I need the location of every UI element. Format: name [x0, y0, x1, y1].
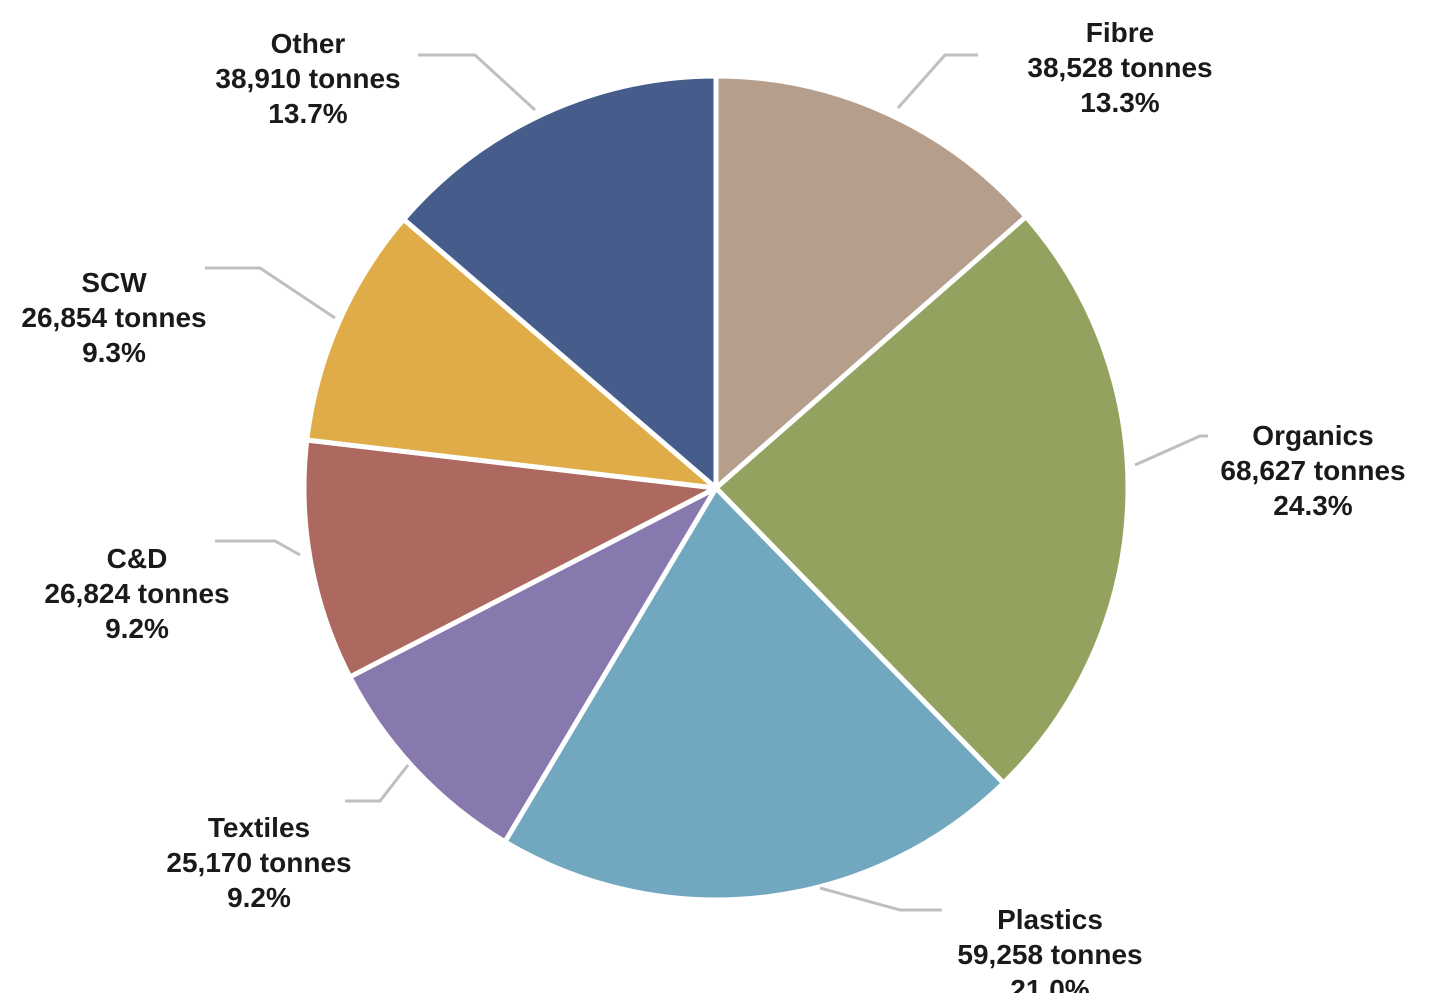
pie-slice-c-d	[301, 437, 719, 680]
slice-label-fibre-tonnes: 38,528 tonnes	[1027, 52, 1212, 83]
leader-lines	[205, 53, 1208, 912]
leader-line-c-d	[215, 539, 301, 557]
leader-line-other	[418, 53, 537, 112]
pie-slice-textiles	[347, 485, 719, 845]
slice-label-c-d-percent: 9.2%	[105, 613, 169, 644]
slice-label-textiles-name: Textiles	[208, 812, 310, 843]
slice-label-fibre-name: Fibre	[1086, 17, 1154, 48]
pie-slice-plastics	[502, 485, 1006, 903]
slice-label-c-d-name: C&D	[107, 543, 168, 574]
slice-label-plastics-tonnes: 59,258 tonnes	[957, 939, 1142, 970]
slice-label-organics-name: Organics	[1252, 420, 1373, 451]
pie-slices	[301, 73, 1131, 903]
slice-label-c-d-tonnes: 26,824 tonnes	[44, 578, 229, 609]
slice-label-fibre-percent: 13.3%	[1080, 87, 1159, 118]
pie-slice-other	[401, 73, 719, 491]
slice-label-plastics-name: Plastics	[997, 904, 1103, 935]
pie-slice-scw	[304, 216, 719, 491]
slice-label-plastics-percent: 21.0%	[1010, 974, 1089, 993]
slice-label-scw-tonnes: 26,854 tonnes	[21, 302, 206, 333]
pie-slice-fibre	[713, 73, 1029, 491]
slice-label-other-percent: 13.7%	[268, 98, 347, 129]
leader-line-textiles	[345, 764, 410, 803]
slice-labels: Fibre 38,528 tonnes 13.3% Organics 68,627 to…	[21, 17, 1405, 993]
leader-line-fibre	[896, 53, 978, 109]
slice-label-scw-name: SCW	[81, 267, 147, 298]
slice-label-organics-tonnes: 68,627 tonnes	[1220, 455, 1405, 486]
leader-line-plastics	[819, 886, 942, 912]
slice-label-textiles-percent: 9.2%	[227, 882, 291, 913]
slice-label-scw-percent: 9.3%	[82, 337, 146, 368]
slice-label-organics-percent: 24.3%	[1273, 490, 1352, 521]
slice-label-other-name: Other	[271, 28, 346, 59]
pie-slice-organics	[713, 214, 1131, 786]
slice-label-other-tonnes: 38,910 tonnes	[215, 63, 400, 94]
leader-line-scw	[205, 266, 336, 320]
leader-line-organics	[1134, 434, 1208, 467]
slice-label-textiles-tonnes: 25,170 tonnes	[166, 847, 351, 878]
